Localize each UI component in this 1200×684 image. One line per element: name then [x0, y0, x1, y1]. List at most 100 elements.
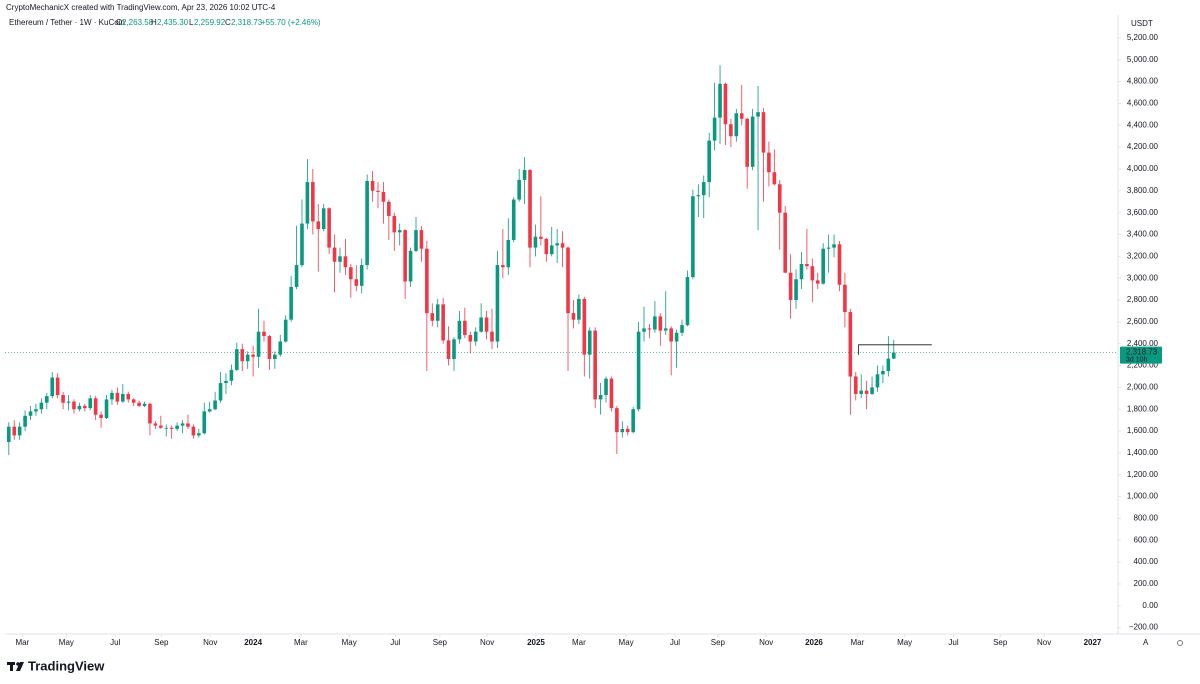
- candle-body: [658, 316, 663, 331]
- candle-body: [224, 380, 228, 384]
- x-tick-label: 2024: [244, 638, 262, 647]
- x-tick-label: Jul: [670, 638, 680, 647]
- candle-body: [425, 248, 429, 314]
- o-label: O: [116, 18, 122, 27]
- candle-body: [772, 172, 777, 185]
- candle-body: [202, 411, 207, 434]
- candle-body: [17, 426, 22, 436]
- x-tick-label: May: [619, 638, 634, 647]
- candle-body: [278, 341, 283, 355]
- candle-body: [864, 390, 869, 394]
- x-tick-label: 2026: [805, 638, 823, 647]
- candle-body: [153, 423, 158, 426]
- candle-body: [712, 117, 717, 141]
- candle-body: [159, 425, 163, 428]
- y-tick-label: 200.00: [1134, 579, 1159, 588]
- x-tick-label: Jul: [948, 638, 958, 647]
- y-tick-label: 1,200.00: [1127, 470, 1159, 479]
- candle-body: [457, 320, 462, 340]
- candle-body: [837, 244, 842, 285]
- candle-body: [240, 349, 245, 362]
- c-label: C: [225, 18, 231, 27]
- candle-body: [881, 371, 885, 375]
- y-tick-label: 4,600.00: [1127, 99, 1159, 108]
- candle-body: [745, 118, 749, 167]
- candle-body: [50, 377, 55, 397]
- candle-body: [207, 409, 212, 412]
- candle-body: [93, 398, 98, 415]
- last-price-box: [1120, 346, 1162, 364]
- candle-body: [77, 405, 82, 410]
- candle-body: [663, 328, 668, 331]
- candle-body: [701, 182, 706, 196]
- y-tick-label: 800.00: [1134, 514, 1159, 523]
- x-tick-label: Sep: [433, 638, 448, 647]
- y-tick-label: 1,000.00: [1127, 492, 1159, 501]
- candle-body: [593, 330, 597, 400]
- y-tick-label: 2,200.00: [1127, 361, 1159, 370]
- candle-body: [560, 243, 565, 248]
- y-tick-label: 2,000.00: [1127, 382, 1159, 391]
- auto-scale: A: [1143, 638, 1149, 647]
- candle-body: [419, 230, 424, 249]
- open: 2,263.58: [122, 18, 154, 27]
- y-tick-label: 3,800.00: [1127, 186, 1159, 195]
- candle-body: [441, 304, 445, 341]
- candle-body: [674, 332, 679, 342]
- y-tick-label: 1,600.00: [1127, 426, 1159, 435]
- symbol: Ethereum / Tether · 1W · KuCoin: [9, 18, 125, 27]
- x-tick-label: May: [342, 638, 357, 647]
- candle-body: [761, 112, 766, 153]
- x-tick-label: Nov: [759, 638, 773, 647]
- candle-body: [669, 328, 673, 342]
- candle-body: [343, 256, 348, 268]
- candle-body: [522, 170, 527, 180]
- candle-body: [490, 331, 494, 342]
- candle-body: [99, 414, 103, 418]
- candle-body: [653, 316, 657, 330]
- high: 2,435.30: [157, 18, 189, 27]
- candle-body: [479, 317, 483, 332]
- candle-body: [821, 248, 825, 284]
- y-tick-label: 4,800.00: [1127, 77, 1159, 86]
- candle-body: [28, 411, 33, 416]
- candle-body: [61, 395, 65, 403]
- candle-body: [110, 392, 114, 400]
- candle-body: [311, 182, 315, 222]
- candle-body: [338, 256, 342, 262]
- low: 2,259.92: [194, 18, 226, 27]
- change: +55.70 (+2.46%): [261, 18, 321, 27]
- candle-body: [549, 245, 554, 255]
- x-tick-label: Nov: [480, 638, 494, 647]
- candle-body: [484, 317, 489, 332]
- y-tick-label: 2,800.00: [1127, 295, 1159, 304]
- candle-body: [875, 374, 880, 388]
- y-tick-label: 3,600.00: [1127, 208, 1159, 217]
- candle-body: [468, 334, 473, 342]
- candle-body: [142, 403, 147, 406]
- candle-body: [7, 426, 11, 442]
- candle-body: [115, 392, 120, 402]
- candle-body: [332, 247, 337, 262]
- candle-body: [175, 425, 179, 429]
- candle-body: [148, 403, 152, 424]
- candle-body: [528, 170, 532, 248]
- y-tick-label: 3,000.00: [1127, 273, 1159, 282]
- candle-body: [273, 354, 277, 359]
- candle-body: [604, 378, 608, 396]
- candle-body: [327, 208, 331, 248]
- candle-body: [647, 328, 652, 330]
- candle-body: [381, 191, 386, 202]
- candle-body: [794, 279, 798, 301]
- logo: TradingView: [28, 658, 105, 673]
- candle-body: [186, 423, 190, 427]
- countdown: 3d 10h: [1126, 356, 1148, 363]
- candle-body: [501, 265, 505, 268]
- candle-body: [609, 378, 614, 409]
- h-label: H: [151, 18, 157, 27]
- candle-body: [571, 313, 576, 320]
- candle-body: [23, 415, 27, 427]
- candle-body: [783, 212, 787, 273]
- candle-body: [891, 352, 896, 359]
